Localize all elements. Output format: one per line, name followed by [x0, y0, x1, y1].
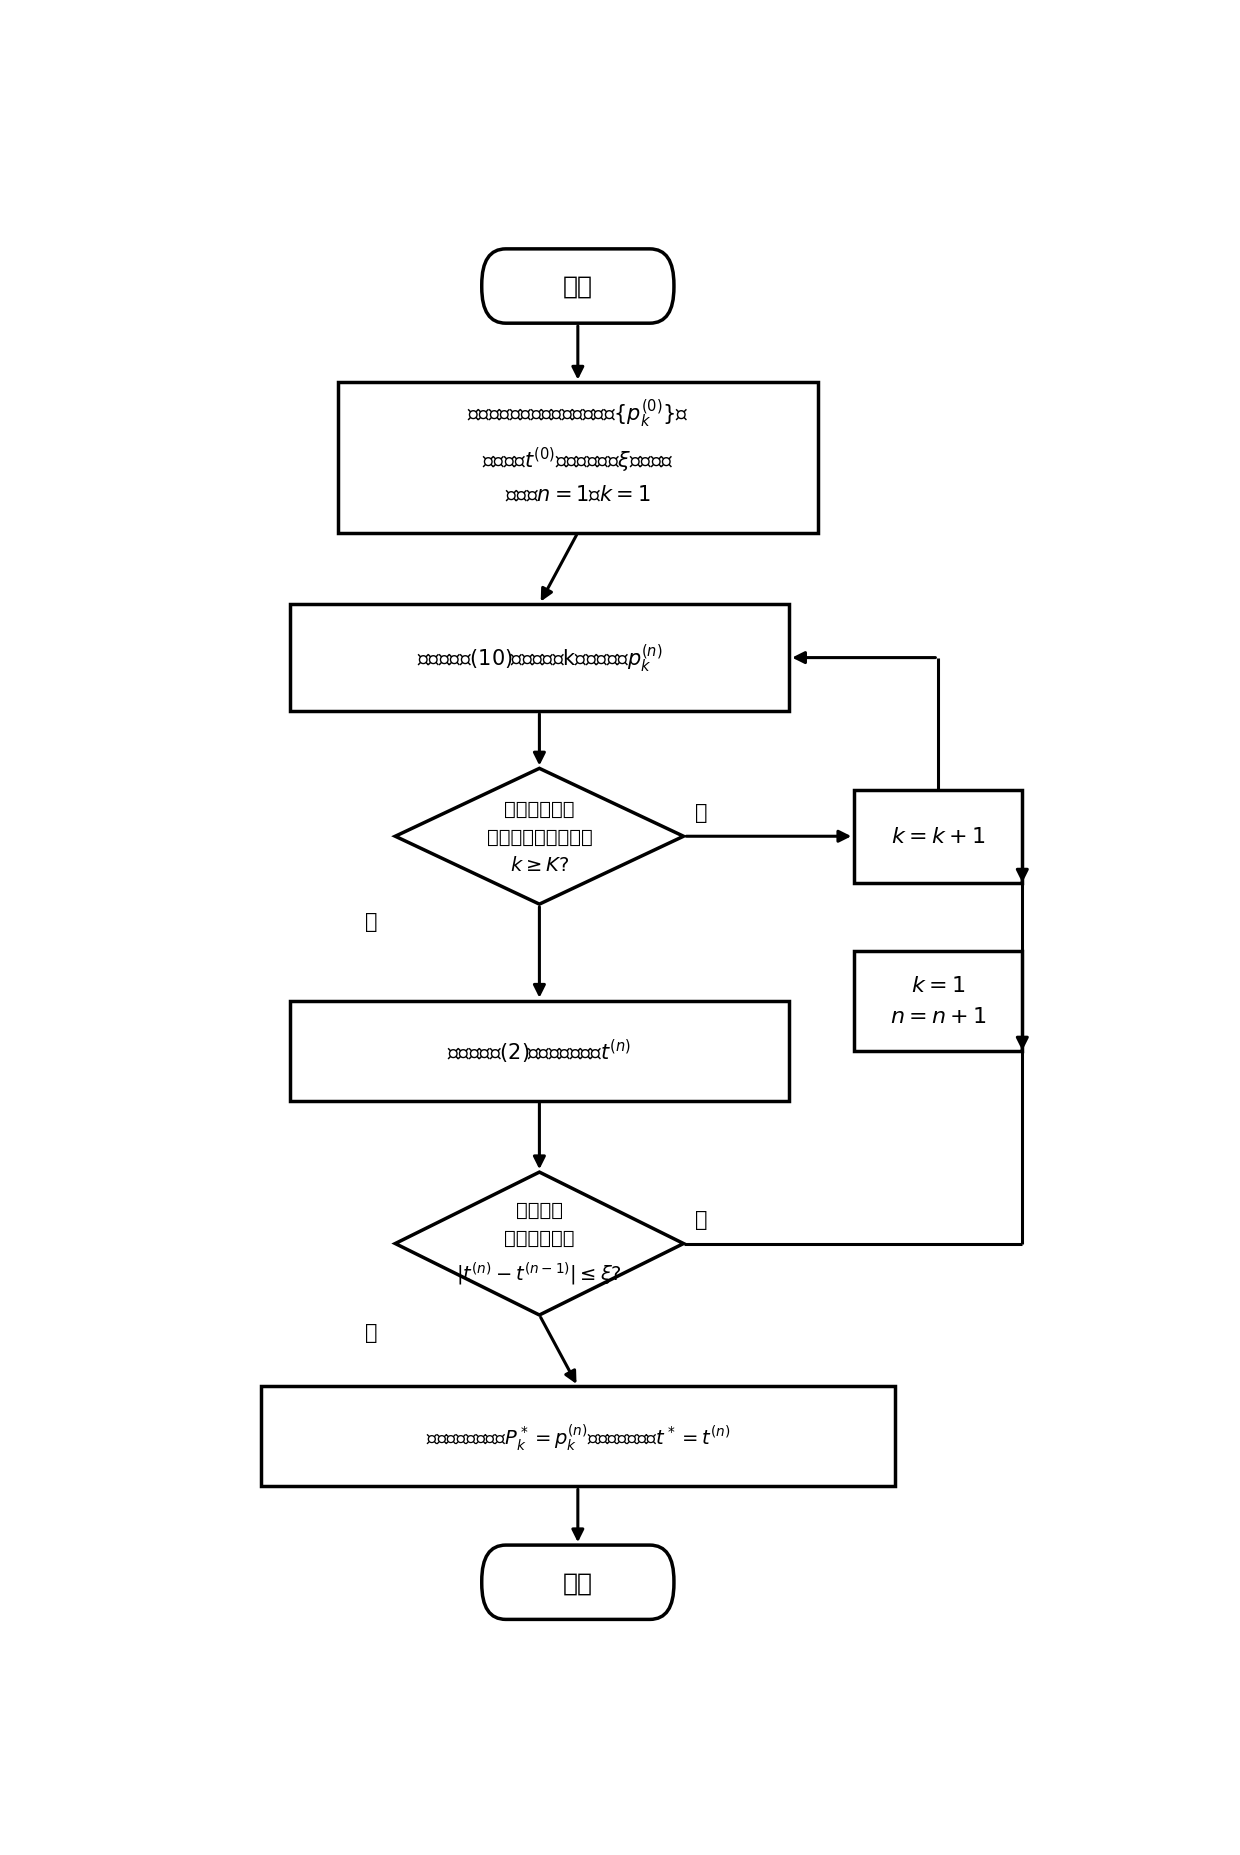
Text: 是: 是: [365, 1323, 377, 1343]
Polygon shape: [396, 1172, 683, 1315]
Polygon shape: [396, 770, 683, 905]
Text: $k=k+1$: $k=k+1$: [892, 827, 986, 846]
Text: 根据表达式(2)计算出传输时间$t^{(n)}$: 根据表达式(2)计算出传输时间$t^{(n)}$: [448, 1037, 631, 1065]
FancyBboxPatch shape: [481, 1545, 675, 1619]
Text: 根据表达式(10)计算出用户k的传输功率$p_k^{(n)}$: 根据表达式(10)计算出用户k的传输功率$p_k^{(n)}$: [417, 642, 662, 675]
Text: $k=1$
$n=n+1$: $k=1$ $n=n+1$: [890, 976, 987, 1026]
Text: 判断算法
是否收敛，即
$|t^{(n)}-t^{(n-1)}|\leq\xi$?: 判断算法 是否收敛，即 $|t^{(n)}-t^{(n-1)}|\leq\xi$…: [456, 1200, 622, 1287]
Text: 结束: 结束: [563, 1571, 593, 1595]
FancyBboxPatch shape: [481, 250, 675, 325]
Text: 否: 否: [696, 1209, 708, 1230]
Text: 判断是否计算
所有用户的功率，即
$k\geq K$?: 判断是否计算 所有用户的功率，即 $k\geq K$?: [486, 800, 593, 874]
Bar: [854, 790, 1022, 883]
Bar: [260, 1388, 895, 1486]
Text: 初始化系统参数，设置传输功率$\{p_k^{(0)}\}$和
传输时间$t^{(0)}$，误差容忍度$\xi$，当前迭
代次数$n=1$，$k=1$: 初始化系统参数，设置传输功率$\{p_k^{(0)}\}$和 传输时间$t^{(…: [467, 397, 688, 506]
Text: 否: 否: [696, 803, 708, 822]
Text: 开始: 开始: [563, 275, 593, 299]
Bar: [290, 1002, 789, 1102]
Bar: [337, 384, 818, 532]
Text: 获得最优功率分配$P_k^*=p_k^{(n)}$和最优传输时间$t^*=t^{(n)}$: 获得最优功率分配$P_k^*=p_k^{(n)}$和最优传输时间$t^*=t^{…: [425, 1421, 730, 1452]
Text: 是: 是: [365, 913, 377, 931]
Bar: [290, 605, 789, 712]
Bar: [854, 952, 1022, 1052]
